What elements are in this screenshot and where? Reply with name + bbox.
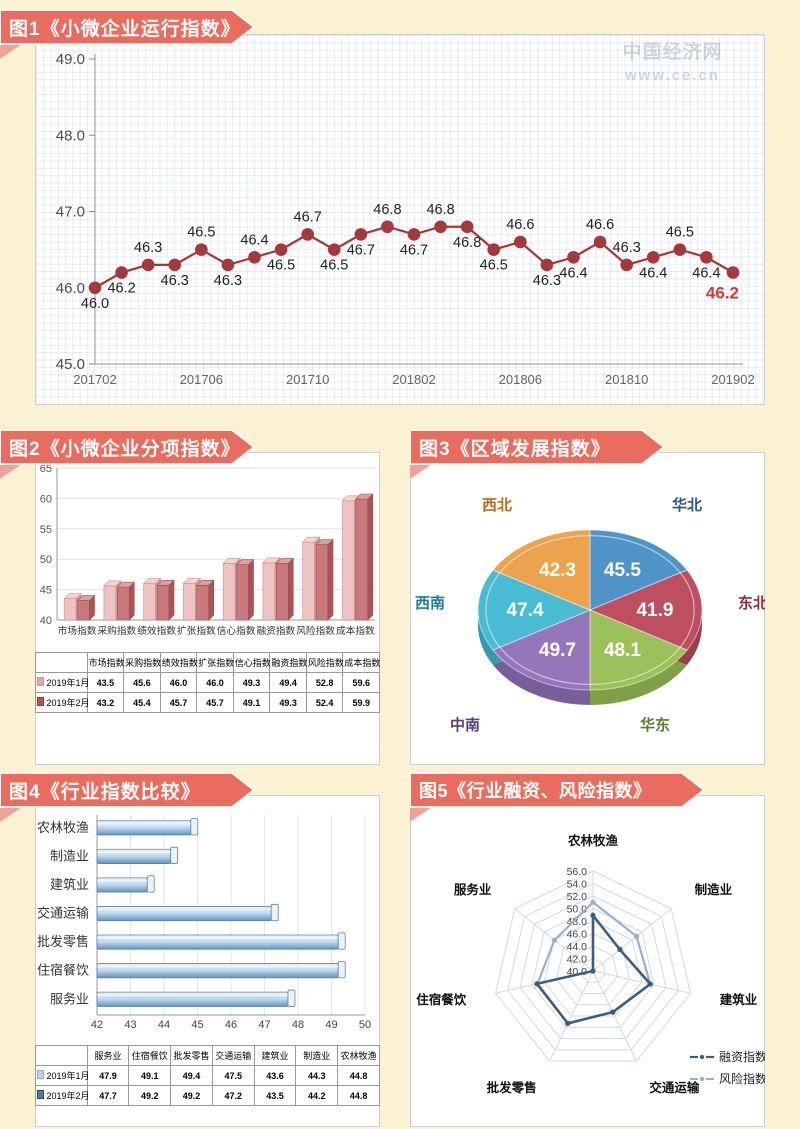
svg-text:信心指数: 信心指数 (217, 624, 256, 637)
svg-text:西南: 西南 (415, 594, 445, 612)
svg-text:46.5: 46.5 (187, 225, 215, 241)
svg-text:48.1: 48.1 (604, 640, 641, 661)
svg-text:42.3: 42.3 (539, 560, 576, 581)
svg-text:住宿餐饮: 住宿餐饮 (416, 992, 467, 1007)
svg-text:46.3: 46.3 (533, 273, 561, 289)
svg-text:49.7: 49.7 (539, 640, 576, 661)
svg-text:46.0: 46.0 (56, 280, 85, 297)
svg-text:201810: 201810 (605, 372, 648, 387)
svg-text:批发零售: 批发零售 (487, 1080, 537, 1095)
svg-text:市场指数: 市场指数 (58, 624, 97, 637)
svg-text:农林牧渔: 农林牧渔 (37, 820, 89, 835)
svg-text:44.0: 44.0 (567, 941, 588, 953)
svg-text:42.0: 42.0 (567, 954, 588, 966)
svg-text:制造业: 制造业 (695, 882, 733, 897)
svg-text:风险指数: 风险指数 (296, 624, 335, 637)
svg-text:绩效指数: 绩效指数 (137, 624, 176, 637)
svg-text:建筑业: 建筑业 (50, 877, 89, 892)
svg-text:48.0: 48.0 (56, 127, 85, 144)
svg-text:48: 48 (292, 1019, 304, 1031)
svg-text:201802: 201802 (392, 372, 435, 387)
svg-text:201806: 201806 (499, 372, 542, 387)
svg-text:201710: 201710 (286, 372, 329, 387)
svg-text:47: 47 (258, 1019, 270, 1031)
svg-text:建筑业: 建筑业 (720, 992, 758, 1007)
svg-text:46.7: 46.7 (347, 242, 375, 258)
svg-text:54.0: 54.0 (567, 879, 588, 891)
svg-text:45: 45 (191, 1019, 203, 1031)
svg-text:50: 50 (40, 554, 52, 566)
svg-text:风险指数: 风险指数 (719, 1071, 765, 1086)
svg-text:46.5: 46.5 (320, 258, 348, 274)
svg-text:60: 60 (40, 493, 52, 505)
svg-text:45.5: 45.5 (604, 560, 641, 581)
svg-text:46: 46 (225, 1019, 237, 1031)
svg-text:46.0: 46.0 (567, 929, 588, 941)
svg-text:46.7: 46.7 (294, 209, 322, 225)
svg-text:住宿餐饮: 住宿餐饮 (37, 963, 89, 978)
svg-text:交通运输: 交通运输 (649, 1080, 700, 1095)
svg-text:服务业: 服务业 (50, 991, 89, 1006)
svg-text:46.2: 46.2 (706, 284, 739, 303)
svg-text:扩张指数: 扩张指数 (177, 624, 216, 637)
svg-text:46.3: 46.3 (134, 240, 162, 256)
svg-text:46.7: 46.7 (400, 242, 428, 258)
svg-text:43: 43 (124, 1019, 136, 1031)
svg-text:50: 50 (359, 1019, 371, 1031)
svg-text:46.5: 46.5 (480, 258, 508, 274)
svg-text:49.0: 49.0 (56, 51, 85, 68)
svg-text:采购指数: 采购指数 (97, 624, 136, 637)
svg-text:41.9: 41.9 (636, 600, 673, 621)
svg-text:46.3: 46.3 (613, 240, 641, 256)
svg-text:55: 55 (40, 524, 52, 536)
svg-text:47.0: 47.0 (56, 204, 85, 221)
svg-text:46.0: 46.0 (81, 296, 109, 312)
svg-text:46.3: 46.3 (214, 273, 242, 289)
svg-text:西北: 西北 (482, 497, 512, 514)
svg-text:中南: 中南 (450, 716, 480, 734)
svg-text:东北: 东北 (738, 594, 765, 612)
svg-text:40: 40 (40, 615, 52, 627)
svg-text:华东: 华东 (640, 716, 670, 734)
svg-text:201706: 201706 (180, 372, 223, 387)
svg-text:融资指数: 融资指数 (256, 624, 295, 637)
svg-text:44: 44 (158, 1019, 170, 1031)
svg-text:201702: 201702 (73, 372, 116, 387)
svg-text:华北: 华北 (672, 496, 702, 514)
svg-text:42: 42 (91, 1019, 103, 1031)
svg-text:49: 49 (325, 1019, 337, 1031)
svg-text:成本指数: 成本指数 (336, 624, 375, 637)
svg-text:46.5: 46.5 (267, 258, 295, 274)
svg-text:201902: 201902 (711, 372, 754, 387)
svg-text:45.0: 45.0 (56, 356, 85, 373)
svg-text:制造业: 制造业 (50, 848, 89, 863)
svg-text:46.8: 46.8 (453, 235, 481, 251)
svg-text:52.0: 52.0 (567, 891, 588, 903)
svg-text:47.4: 47.4 (507, 600, 544, 621)
svg-text:46.4: 46.4 (692, 265, 720, 281)
svg-text:交通运输: 交通运输 (37, 906, 89, 921)
svg-text:服务业: 服务业 (454, 882, 492, 897)
svg-text:46.4: 46.4 (240, 232, 268, 248)
svg-text:批发零售: 批发零售 (37, 934, 89, 949)
svg-text:46.4: 46.4 (559, 265, 587, 281)
svg-text:融资指数: 融资指数 (719, 1049, 765, 1064)
svg-text:46.8: 46.8 (426, 202, 454, 218)
svg-text:46.8: 46.8 (373, 202, 401, 218)
svg-text:46.2: 46.2 (107, 281, 135, 297)
svg-text:56.0: 56.0 (567, 866, 588, 878)
svg-text:46.5: 46.5 (666, 225, 694, 241)
svg-text:农林牧渔: 农林牧渔 (567, 833, 619, 848)
svg-text:46.4: 46.4 (639, 265, 667, 281)
svg-text:46.6: 46.6 (586, 217, 614, 233)
svg-text:46.6: 46.6 (506, 217, 534, 233)
svg-text:45: 45 (40, 585, 52, 597)
svg-text:46.3: 46.3 (161, 273, 189, 289)
